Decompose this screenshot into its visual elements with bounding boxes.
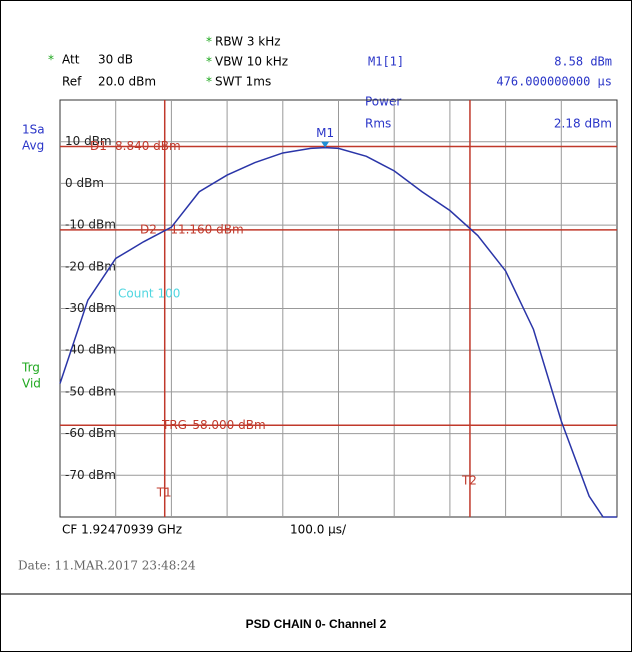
svg-text:*: * [206,55,212,69]
side-label: 1Sa [22,123,45,137]
rms-value: 2.18 dBm [554,117,612,131]
ref-value: 20.0 dBm [98,75,156,89]
power-label: Power [365,95,401,109]
svg-text:*: * [206,75,212,89]
y-tick-label: 0 dBm [65,176,104,190]
date: Date: 11.MAR.2017 23:48:24 [18,559,196,573]
side-label: Vid [22,377,41,391]
trace [59,146,617,518]
ref-label: Ref [62,75,82,89]
rbw: RBW 3 kHz [215,35,281,49]
y-tick-label: -10 dBm [65,218,116,232]
time-per-div: 100.0 µs/ [290,523,347,537]
level-line-value: -11.160 dBm [166,222,244,236]
side-label: Avg [22,139,44,153]
y-tick-label: -20 dBm [65,259,116,273]
center-frequency: CF 1.92470939 GHz [62,523,182,537]
att-label: Att [62,53,80,67]
vbw: VBW 10 kHz [215,55,288,69]
caption: PSD CHAIN 0- Channel 2 [246,617,387,631]
side-label: Trg [21,361,40,375]
marker-time: 476.000000000 µs [496,75,612,89]
marker [321,141,330,148]
level-line-name: TRG [161,418,187,432]
y-tick-label: -50 dBm [65,384,116,398]
marker-level: 8.58 dBm [554,55,612,69]
att-value: 30 dB [98,53,133,67]
rms-label: Rms [365,117,391,131]
y-tick-label: -30 dBm [65,301,116,315]
swt: SWT 1ms [215,75,271,89]
time-line-name: T2 [461,474,477,488]
y-tick-label: -70 dBm [65,468,116,482]
svg-text:*: * [206,35,212,49]
level-line-value: -58.000 dBm [188,418,266,432]
y-tick-label: -60 dBm [65,426,116,440]
time-line-name: T1 [156,486,172,500]
y-tick-label: 10 dBm [65,134,112,148]
svg-text:*: * [48,53,54,67]
level-line-name: D1 [90,139,107,153]
y-tick-label: -40 dBm [65,343,116,357]
asterisks: * * * * [48,35,212,89]
level-line-value: 8.840 dBm [115,139,181,153]
marker-name: M1 [316,126,334,140]
marker-name: M1[1] [368,55,404,69]
count-label: Count 100 [118,287,180,301]
level-line-name: D2 [140,222,157,236]
